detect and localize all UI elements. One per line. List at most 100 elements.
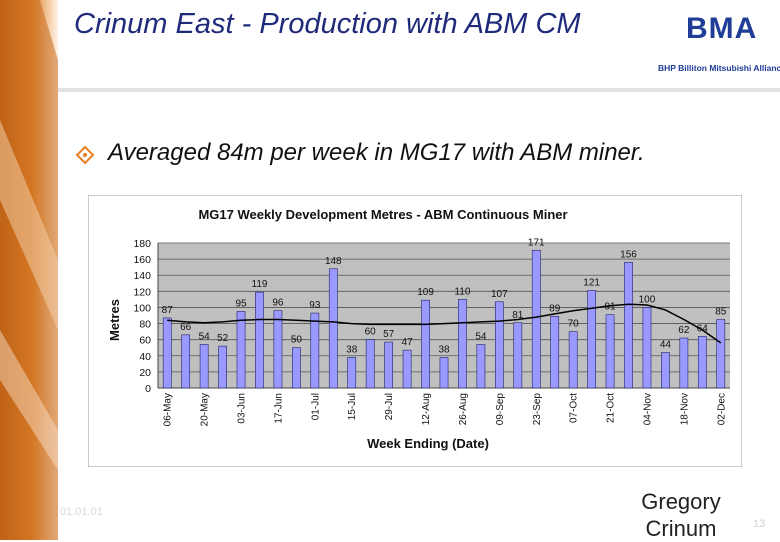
diamond-bullet-icon xyxy=(76,146,94,164)
data-label: 87 xyxy=(162,305,174,316)
y-tick-label: 0 xyxy=(145,383,151,395)
x-tick-label: 12-Aug xyxy=(421,393,432,425)
data-label: 60 xyxy=(365,327,377,338)
y-axis-label: Metres xyxy=(107,299,122,341)
left-decoration xyxy=(0,0,58,540)
logo-mark: BMA xyxy=(686,12,758,45)
data-label: 85 xyxy=(715,307,727,318)
footer-date: 01.01.01 xyxy=(60,506,103,518)
bar xyxy=(162,317,172,389)
data-label: 110 xyxy=(454,286,470,297)
x-tick-label: 07-Oct xyxy=(569,393,580,423)
bar xyxy=(587,290,596,389)
data-label: 121 xyxy=(583,278,600,289)
bar xyxy=(605,314,615,389)
data-label: 64 xyxy=(697,323,709,334)
bar xyxy=(679,337,689,389)
x-tick-label: 15-Jul xyxy=(347,393,358,420)
data-label: 96 xyxy=(272,298,284,309)
x-tick-label: 04-Nov xyxy=(643,393,654,425)
data-label: 62 xyxy=(678,325,690,336)
bar xyxy=(716,319,726,389)
x-tick-label: 29-Jul xyxy=(384,393,395,420)
y-tick-label: 180 xyxy=(133,238,151,250)
bma-logo: BMA BHP Billiton Mitsubishi Alliance xyxy=(656,8,780,78)
bar xyxy=(199,344,209,389)
y-tick-label: 100 xyxy=(133,302,151,314)
x-tick-label: 09-Sep xyxy=(495,393,506,426)
data-label: 91 xyxy=(605,302,617,313)
x-tick-label: 01-Jul xyxy=(310,393,321,420)
bar xyxy=(218,345,227,389)
bar xyxy=(513,322,523,389)
data-label: 81 xyxy=(512,310,524,321)
bar xyxy=(273,310,283,389)
data-label: 109 xyxy=(417,287,434,298)
x-tick-label: 18-Nov xyxy=(679,393,690,425)
bar xyxy=(550,316,560,389)
x-tick-label: 03-Jun xyxy=(237,393,248,424)
bar xyxy=(347,357,357,389)
data-label: 93 xyxy=(309,300,321,311)
data-label: 44 xyxy=(660,340,672,351)
trend-line xyxy=(167,303,722,344)
bar xyxy=(310,312,320,389)
data-label: 38 xyxy=(438,344,450,355)
footer-presenter: Gregory Crinum xyxy=(641,489,721,541)
y-tick-label: 140 xyxy=(133,270,151,282)
bar xyxy=(255,291,264,389)
bar xyxy=(661,352,670,389)
bar xyxy=(531,249,541,389)
slide-title: Crinum East - Production with ABM CM xyxy=(74,8,581,40)
header-divider xyxy=(58,88,780,92)
bar xyxy=(642,307,652,389)
bar xyxy=(365,339,375,389)
x-tick-label: 23-Sep xyxy=(532,393,543,426)
bar xyxy=(236,311,246,389)
bar xyxy=(568,331,578,389)
data-label: 57 xyxy=(383,329,395,340)
bar xyxy=(476,344,486,389)
data-label: 89 xyxy=(549,303,561,314)
bar xyxy=(494,301,504,389)
bullet-text: Averaged 84m per week in MG17 with ABM m… xyxy=(108,139,645,166)
x-tick-label: 21-Oct xyxy=(606,393,617,423)
bar xyxy=(292,347,301,389)
data-label: 50 xyxy=(291,335,303,346)
data-label: 66 xyxy=(180,322,192,333)
data-label: 148 xyxy=(325,256,342,267)
weekly-metres-chart: MG17 Weekly Development Metres - ABM Con… xyxy=(88,195,742,467)
x-tick-label: 17-Jun xyxy=(273,393,284,424)
data-label: 54 xyxy=(199,332,211,343)
page-number: 13 xyxy=(753,518,766,530)
data-label: 54 xyxy=(475,332,487,343)
x-tick-label: 06-May xyxy=(163,393,174,426)
y-tick-label: 40 xyxy=(139,351,151,363)
bar xyxy=(384,341,394,389)
data-label: 52 xyxy=(217,333,229,344)
data-label: 119 xyxy=(252,279,268,290)
bar xyxy=(439,357,449,389)
bar xyxy=(458,299,467,389)
bar xyxy=(328,268,338,389)
chart-title: MG17 Weekly Development Metres - ABM Con… xyxy=(198,207,567,222)
y-tick-label: 60 xyxy=(139,335,151,347)
logo-caption: BHP Billiton Mitsubishi Alliance xyxy=(658,63,780,73)
data-label: 38 xyxy=(346,344,358,355)
y-tick-label: 120 xyxy=(133,286,151,298)
data-label: 70 xyxy=(568,319,580,330)
y-tick-label: 80 xyxy=(139,319,151,331)
data-label: 47 xyxy=(402,337,414,348)
data-label: 171 xyxy=(528,237,545,248)
y-tick-label: 20 xyxy=(139,367,151,379)
x-axis-label: Week Ending (Date) xyxy=(367,436,489,451)
data-label: 100 xyxy=(639,294,656,305)
bar xyxy=(402,349,412,389)
bar xyxy=(697,336,707,389)
data-label: 95 xyxy=(235,298,247,309)
x-tick-label: 26-Aug xyxy=(458,393,469,425)
data-label: 156 xyxy=(620,249,637,260)
data-label: 107 xyxy=(491,289,508,300)
bar xyxy=(624,262,633,389)
y-tick-label: 160 xyxy=(133,254,151,266)
